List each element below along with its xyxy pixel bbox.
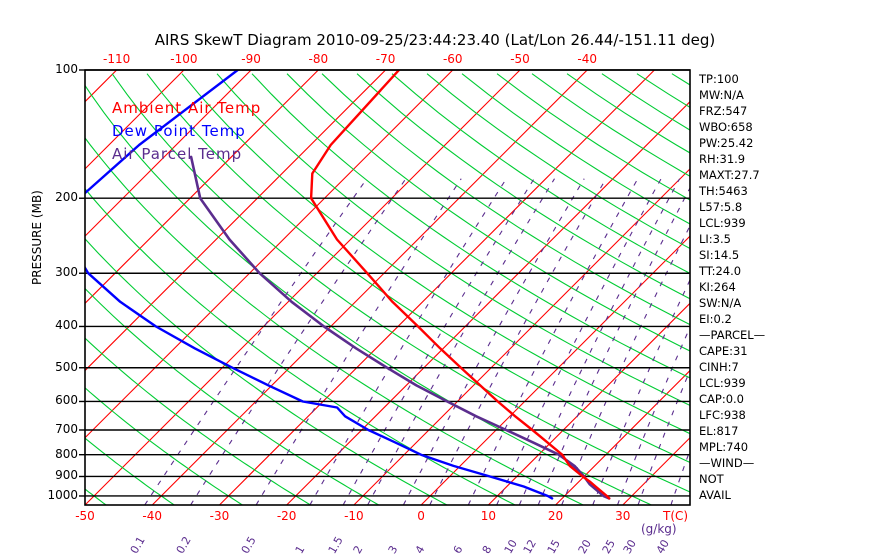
bottom-temp-tick-label: -10: [344, 509, 364, 523]
parameter-frz-547: FRZ:547: [699, 104, 748, 118]
parameter-cap-0-0: CAP:0.0: [699, 392, 744, 406]
parameter-tt-24-0: TT:24.0: [699, 264, 742, 278]
legend-air-parcel-temp: Air Parcel Temp: [112, 145, 243, 163]
pressure-tick-label: 400: [55, 318, 78, 333]
parameter-tp-100: TP:100: [699, 72, 739, 86]
bottom-temp-tick-label: -50: [75, 509, 95, 523]
legend-dew-point-temp: Dew Point Temp: [112, 122, 246, 140]
parameter-li-3-5: LI:3.5: [699, 232, 731, 246]
top-temp-tick-label: -70: [375, 52, 396, 66]
parameter-ei-0-2: EI:0.2: [699, 312, 732, 326]
top-temp-tick-label: -50: [510, 52, 530, 66]
pressure-tick-label: 700: [55, 421, 78, 436]
parameter-cape-31: CAPE:31: [699, 344, 748, 358]
bottom-temp-tick-label: 0: [417, 509, 425, 523]
pressure-tick-label: 300: [55, 265, 78, 280]
bottom-temp-tick-label: -40: [142, 509, 163, 523]
y-axis-title: PRESSURE (MB): [30, 190, 44, 286]
pressure-tick-label: 100: [55, 62, 78, 76]
parameter-pw-25-42: PW:25.42: [699, 136, 754, 150]
parameter-l57-5-8: L57:5.8: [699, 200, 743, 214]
parameter-th-5463: TH:5463: [699, 184, 748, 198]
bottom-temp-tick-label: 10: [480, 509, 496, 523]
parameter-wbo-658: WBO:658: [699, 120, 753, 134]
top-temp-tick-label: -40: [577, 52, 598, 66]
parameter-cinh-7: CINH:7: [699, 360, 739, 374]
parameter-lcl-939: LCL:939: [699, 376, 746, 390]
bottom-temp-tick-label: -20: [276, 509, 297, 523]
parameter-si-14-5: SI:14.5: [699, 248, 740, 262]
pressure-tick-label: 900: [55, 468, 78, 483]
mixing-ratio-axis-title: (g/kg): [641, 522, 677, 536]
pressure-tick-label: 200: [55, 190, 78, 205]
parameter-lcl-939: LCL:939: [699, 216, 746, 230]
legend-ambient-air-temp: Ambient Air Temp: [112, 99, 262, 117]
parameter-mw-n-a: MW:N/A: [699, 88, 744, 102]
parameter-rh-31-9: RH:31.9: [699, 152, 746, 166]
pressure-tick-label: 1000: [47, 487, 78, 502]
parameter-not: NOT: [699, 472, 724, 486]
parameter-parcel: —PARCEL—: [699, 328, 766, 342]
parameter-el-817: EL:817: [699, 424, 739, 438]
parameter-maxt-27-7: MAXT:27.7: [699, 168, 760, 182]
pressure-tick-label: 600: [55, 393, 78, 408]
bottom-temp-tick-label: -30: [209, 509, 230, 523]
top-temp-tick-label: -80: [308, 52, 329, 66]
temp-axis-title: T(C): [663, 509, 689, 523]
top-temp-tick-label: -100: [170, 52, 198, 66]
bottom-temp-tick-label: 30: [615, 509, 631, 523]
pressure-tick-label: 800: [55, 446, 78, 461]
parameter-ki-264: KI:264: [699, 280, 736, 294]
pressure-tick-label: 500: [55, 359, 78, 374]
bottom-temp-tick-label: 20: [547, 509, 564, 523]
parameter-avail: AVAIL: [699, 488, 731, 502]
top-temp-tick-label: -60: [442, 52, 463, 66]
page-title: AIRS SkewT Diagram 2010-09-25/23:44:23.4…: [154, 31, 716, 49]
parameter-mpl-740: MPL:740: [699, 440, 749, 454]
parameter-wind: —WIND—: [699, 456, 755, 470]
parameter-sw-n-a: SW:N/A: [699, 296, 742, 310]
parameter-lfc-938: LFC:938: [699, 408, 746, 422]
top-temp-tick-label: -110: [103, 52, 131, 66]
top-temp-tick-label: -90: [241, 52, 261, 66]
